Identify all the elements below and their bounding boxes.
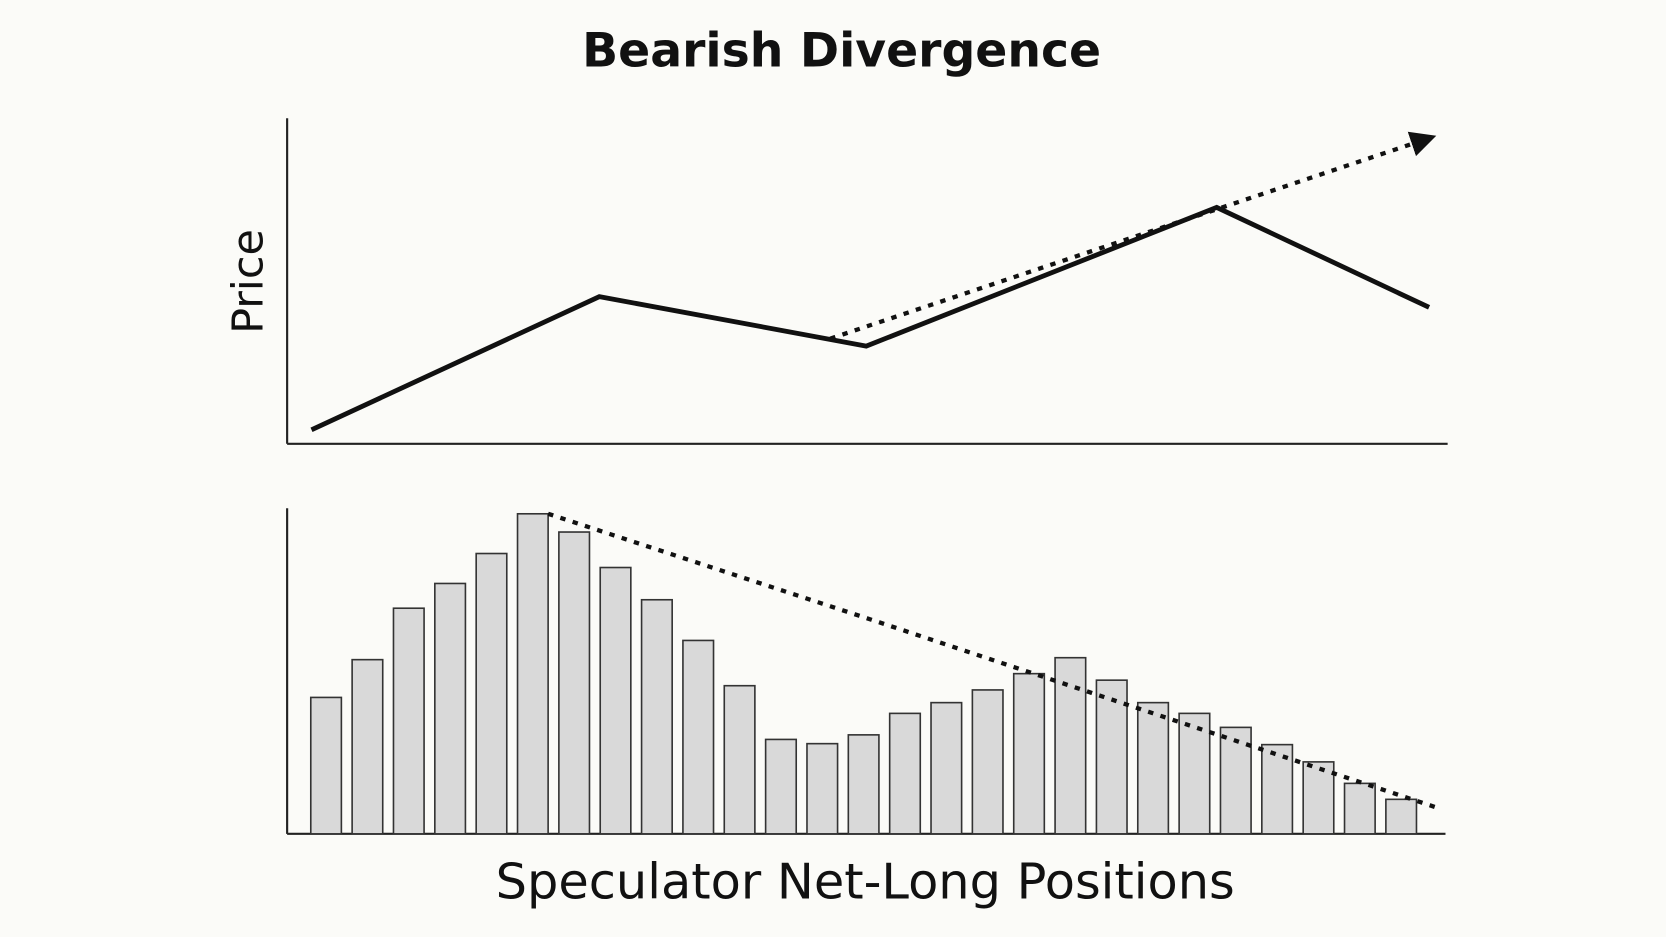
y-axis-label: Price: [223, 229, 273, 334]
bar: [434, 582, 467, 835]
bar: [1302, 761, 1335, 835]
price-line: [310, 204, 1431, 432]
bar: [1261, 743, 1294, 835]
bar: [764, 738, 798, 835]
bar: [888, 712, 922, 835]
x-axis-label: Speculator Net-Long Positions: [496, 852, 1235, 910]
bar: [392, 607, 425, 835]
bar: [558, 531, 591, 835]
bar: [1343, 782, 1376, 835]
bar: [847, 734, 880, 835]
bar: [309, 696, 343, 835]
bar: [640, 598, 673, 835]
bar: [723, 684, 756, 835]
bar: [930, 701, 963, 835]
bar: [682, 639, 715, 835]
bar: [599, 566, 632, 835]
bar: [1136, 701, 1170, 835]
bar: [1054, 656, 1087, 835]
bar: [475, 552, 508, 835]
bar: [516, 512, 549, 835]
trend-line: [547, 511, 1440, 811]
bar: [1012, 672, 1046, 835]
bar: [971, 689, 1004, 835]
bar: [1178, 712, 1211, 835]
chart-title: Bearish Divergence: [582, 24, 1101, 79]
trend-line: [829, 131, 1437, 341]
bar: [806, 742, 839, 835]
bar: [351, 658, 384, 835]
bar: [1095, 679, 1128, 835]
bar: [1385, 798, 1418, 835]
